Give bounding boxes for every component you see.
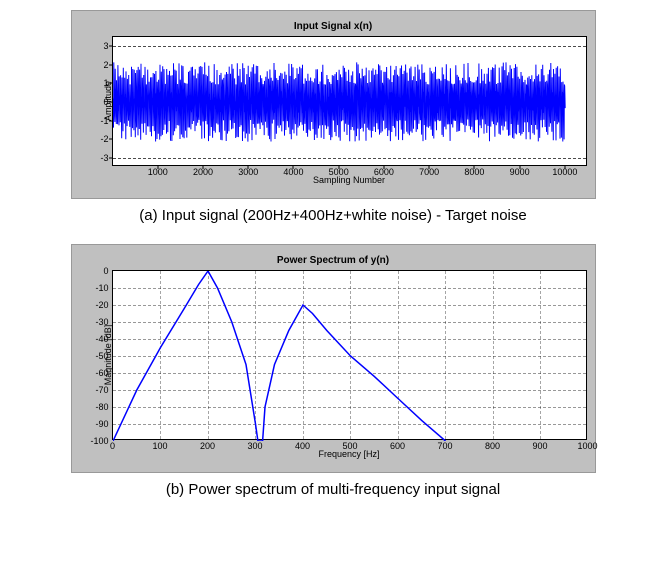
ytick-label: -50 <box>95 351 108 361</box>
ytick-label: -60 <box>95 368 108 378</box>
plot-a-title: Input Signal x(n) <box>82 21 585 32</box>
xtick-label: 100 <box>152 441 167 451</box>
figure-b: Power Spectrum of y(n) Magnitude [dB] Fr… <box>10 244 656 498</box>
xtick-label: 2000 <box>193 167 213 177</box>
plot-a-area: Amplitude Sampling Number -3-2-101231000… <box>112 36 587 166</box>
xtick-label: 9000 <box>510 167 530 177</box>
xtick-label: 200 <box>200 441 215 451</box>
ytick-label: -70 <box>95 385 108 395</box>
ytick-label: -30 <box>95 317 108 327</box>
ytick-label: -90 <box>95 419 108 429</box>
caption-b: (b) Power spectrum of multi-frequency in… <box>10 481 656 498</box>
ytick-label: -40 <box>95 334 108 344</box>
xtick-label: 3000 <box>238 167 258 177</box>
ytick-label: -20 <box>95 300 108 310</box>
xtick-label: 10000 <box>552 167 577 177</box>
ytick-label: 0 <box>103 266 108 276</box>
xtick-label: 900 <box>532 441 547 451</box>
figure-a: Input Signal x(n) Amplitude Sampling Num… <box>10 10 656 224</box>
ytick-label: -10 <box>95 283 108 293</box>
plot-b-area: Magnitude [dB] Frequency [Hz] -100-90-80… <box>112 270 587 440</box>
xtick-label: 600 <box>390 441 405 451</box>
xtick-label: 5000 <box>329 167 349 177</box>
xtick-label: 500 <box>342 441 357 451</box>
ytick-label: -3 <box>100 153 108 163</box>
plot-b-title: Power Spectrum of y(n) <box>82 255 585 266</box>
plot-b-container: Power Spectrum of y(n) Magnitude [dB] Fr… <box>71 244 596 473</box>
xtick-label: 300 <box>247 441 262 451</box>
ytick-label: -100 <box>90 436 108 446</box>
ytick-label: -1 <box>100 116 108 126</box>
signal-trace <box>113 37 588 167</box>
ytick-label: 1 <box>103 78 108 88</box>
plot-a-container: Input Signal x(n) Amplitude Sampling Num… <box>71 10 596 199</box>
xtick-label: 400 <box>295 441 310 451</box>
ytick-label: 3 <box>103 41 108 51</box>
xtick-label: 6000 <box>374 167 394 177</box>
xtick-label: 8000 <box>464 167 484 177</box>
xtick-label: 700 <box>437 441 452 451</box>
xtick-label: 7000 <box>419 167 439 177</box>
xtick-label: 0 <box>110 441 115 451</box>
caption-a: (a) Input signal (200Hz+400Hz+white nois… <box>10 207 656 224</box>
xtick-label: 1000 <box>577 441 597 451</box>
xtick-label: 800 <box>485 441 500 451</box>
ytick-label: -80 <box>95 402 108 412</box>
xtick-label: 1000 <box>148 167 168 177</box>
ytick-label: -2 <box>100 134 108 144</box>
xtick-label: 4000 <box>283 167 303 177</box>
spectrum-trace <box>113 271 588 441</box>
ytick-label: 2 <box>103 60 108 70</box>
ytick-label: 0 <box>103 97 108 107</box>
